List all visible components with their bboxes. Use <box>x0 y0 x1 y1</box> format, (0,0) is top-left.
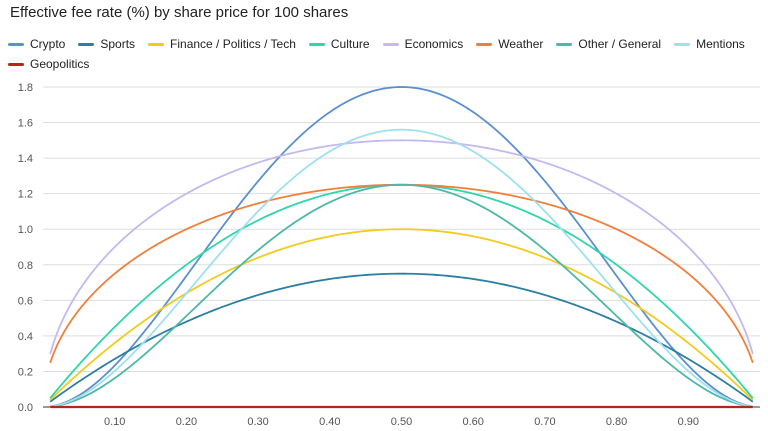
legend-swatch <box>556 42 573 46</box>
legend-label: Other / General <box>578 37 662 51</box>
x-tick-label: 0.10 <box>104 416 125 428</box>
legend-label: Weather <box>498 37 544 51</box>
x-tick-label: 0.30 <box>247 416 268 428</box>
series-line-crypto <box>50 86 753 408</box>
legend-item[interactable]: Weather <box>476 37 543 51</box>
series-line-other-general <box>50 183 753 408</box>
legend-row: Crypto Sports Finance / Politics / Tech Cul… <box>8 34 760 54</box>
y-tick-label: 0.6 <box>18 295 33 307</box>
series-line-finance-politics-tech <box>49 228 754 401</box>
x-tick-label: 0.50 <box>391 416 412 428</box>
legend-item[interactable]: Sports <box>78 37 135 51</box>
y-tick-label: 0.4 <box>18 331 33 343</box>
legend-swatch <box>8 62 24 66</box>
legend-item[interactable]: Mentions <box>674 37 745 51</box>
x-tick-label: 0.40 <box>319 416 340 428</box>
y-tick-label: 0.2 <box>18 366 33 378</box>
legend-label: Economics <box>404 37 464 51</box>
legend-swatch <box>8 42 24 46</box>
legend-item[interactable]: Culture <box>308 37 370 51</box>
legend-item[interactable]: Economics <box>382 37 464 51</box>
legend-item[interactable]: Finance / Politics / Tech <box>148 37 296 51</box>
chart-legend: Crypto Sports Finance / Politics / Tech Cul… <box>8 34 760 74</box>
series-line-sports <box>49 272 754 403</box>
y-tick-label: 1.0 <box>18 224 33 236</box>
legend-label: Mentions <box>696 37 745 51</box>
x-tick-label: 0.80 <box>606 416 627 428</box>
legend-row: Geopolitics <box>8 54 760 74</box>
legend-label: Crypto <box>30 37 66 51</box>
legend-swatch <box>382 42 399 46</box>
y-tick-label: 0.0 <box>18 402 33 414</box>
series-line-culture <box>49 183 754 399</box>
y-tick-label: 1.6 <box>18 118 33 130</box>
legend-label: Culture <box>330 37 370 51</box>
x-tick-label: 0.60 <box>462 416 483 428</box>
x-tick-label: 0.70 <box>534 416 555 428</box>
legend-label: Sports <box>100 37 136 51</box>
legend-swatch <box>78 42 95 46</box>
legend-label: Geopolitics <box>30 57 90 71</box>
y-tick-label: 1.2 <box>18 189 33 201</box>
legend-swatch <box>674 42 691 46</box>
legend-item[interactable]: Other / General <box>556 37 661 51</box>
series-line-economics <box>49 139 754 355</box>
legend-item[interactable]: Crypto <box>8 37 65 51</box>
chart-title: Effective fee rate (%) by share price fo… <box>10 4 349 21</box>
legend-swatch <box>476 42 493 46</box>
series-line-mentions <box>50 128 753 408</box>
y-tick-label: 1.8 <box>18 82 33 94</box>
legend-label: Finance / Politics / Tech <box>170 37 296 51</box>
legend-swatch <box>308 42 325 46</box>
x-tick-label: 0.20 <box>176 416 197 428</box>
y-tick-label: 1.4 <box>18 153 33 165</box>
legend-swatch <box>148 42 165 46</box>
y-tick-label: 0.8 <box>18 260 33 272</box>
x-tick-label: 0.90 <box>678 416 699 428</box>
legend-item[interactable]: Geopolitics <box>8 57 89 71</box>
